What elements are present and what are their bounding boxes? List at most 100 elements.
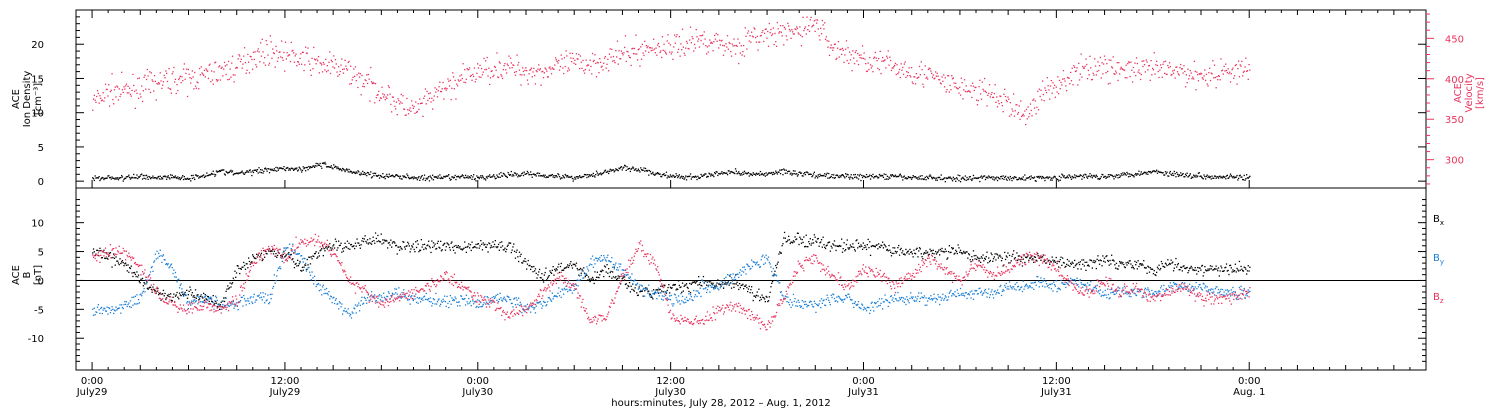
velocity-point	[229, 68, 231, 70]
velocity-point	[752, 36, 754, 38]
density-point	[526, 170, 529, 173]
b-bx-point	[1154, 274, 1156, 276]
b-bx-point	[454, 252, 456, 254]
b-bx-point	[761, 294, 763, 296]
b-bx-point	[964, 252, 966, 254]
density-point	[389, 175, 391, 177]
velocity-point	[923, 86, 925, 88]
b-bx-point	[1053, 259, 1056, 262]
velocity-point	[397, 98, 399, 100]
b-bx-point	[590, 278, 592, 280]
b-by-point	[300, 255, 302, 257]
density-point	[162, 175, 165, 178]
b-bx-point	[1042, 254, 1044, 256]
velocity-point	[950, 89, 952, 91]
velocity-point	[448, 85, 451, 87]
velocity-point	[121, 71, 123, 73]
velocity-point	[1103, 63, 1105, 65]
b-bx-point	[619, 275, 621, 278]
b-bx-point	[190, 289, 192, 291]
velocity-point	[1116, 62, 1118, 64]
velocity-point	[407, 113, 410, 115]
velocity-point	[354, 75, 356, 77]
b-by-point	[492, 301, 494, 303]
velocity-point	[1104, 59, 1106, 61]
density-point	[1020, 178, 1022, 181]
density-point	[601, 173, 603, 175]
b-bx-point	[333, 244, 335, 246]
velocity-point	[976, 99, 978, 101]
b-bx-point	[747, 288, 750, 290]
b-bx-point	[788, 235, 790, 237]
velocity-point	[698, 46, 701, 48]
b-bx-point	[1172, 261, 1174, 263]
b-bx-point	[1208, 269, 1210, 272]
velocity-point	[382, 93, 384, 95]
b-bx-point	[620, 280, 623, 282]
b-by-point	[170, 264, 172, 266]
b-by-point	[467, 303, 469, 305]
b-bx-point	[887, 250, 889, 252]
b-bx-point	[1115, 262, 1118, 264]
b-bx-point	[939, 248, 942, 251]
b-bx-point	[495, 246, 497, 248]
density-point	[799, 171, 801, 173]
velocity-point	[878, 57, 880, 60]
velocity-point	[485, 68, 488, 71]
density-point	[1054, 176, 1056, 178]
velocity-point	[333, 67, 336, 69]
velocity-point	[374, 83, 377, 85]
density-point	[996, 176, 998, 178]
velocity-point	[385, 96, 387, 98]
density-point	[775, 170, 777, 172]
density-point	[148, 175, 150, 178]
b-bx-point	[196, 294, 198, 296]
b-bx-point	[212, 295, 214, 297]
density-point	[265, 168, 267, 170]
density-point	[391, 175, 393, 177]
b-by-point	[479, 306, 481, 308]
velocity-point	[1156, 64, 1159, 67]
velocity-point	[1203, 75, 1205, 77]
density-point	[711, 174, 713, 177]
b-bx-point	[334, 238, 337, 240]
velocity-point	[1129, 75, 1131, 78]
b-by-point	[297, 253, 300, 255]
b-by-point	[309, 271, 311, 273]
velocity-point	[200, 66, 202, 68]
b-bx-point	[575, 262, 578, 264]
density-point	[847, 174, 849, 176]
density-point	[885, 173, 887, 176]
velocity-point	[805, 33, 807, 35]
density-point	[364, 173, 366, 176]
velocity-point	[257, 48, 259, 50]
b-bx-point	[904, 254, 906, 256]
velocity-point	[517, 64, 519, 66]
density-point	[1211, 175, 1213, 177]
velocity-point	[650, 49, 652, 52]
b-bx-point	[1074, 259, 1076, 262]
b-bx-point	[828, 241, 830, 243]
velocity-point	[636, 53, 638, 55]
density-point	[1102, 174, 1104, 176]
density-point	[940, 174, 942, 176]
velocity-point	[242, 63, 244, 65]
velocity-point	[840, 48, 842, 50]
velocity-point	[129, 87, 131, 89]
b-bx-point	[1058, 261, 1061, 263]
b-by-point	[481, 306, 483, 308]
velocity-point	[1219, 79, 1221, 81]
b-bx-point	[149, 286, 151, 288]
b-bx-point	[390, 239, 392, 241]
b-bx-point	[197, 294, 199, 296]
b-bx-point	[962, 252, 964, 254]
velocity-point	[361, 74, 363, 77]
density-point	[133, 177, 136, 179]
b-by-point	[113, 309, 116, 311]
velocity-point	[228, 78, 230, 80]
b-by-point	[115, 306, 117, 308]
b-bx-point	[444, 242, 446, 245]
velocity-point	[333, 55, 335, 57]
b-bx-point	[1033, 256, 1036, 258]
velocity-point	[1027, 106, 1029, 108]
